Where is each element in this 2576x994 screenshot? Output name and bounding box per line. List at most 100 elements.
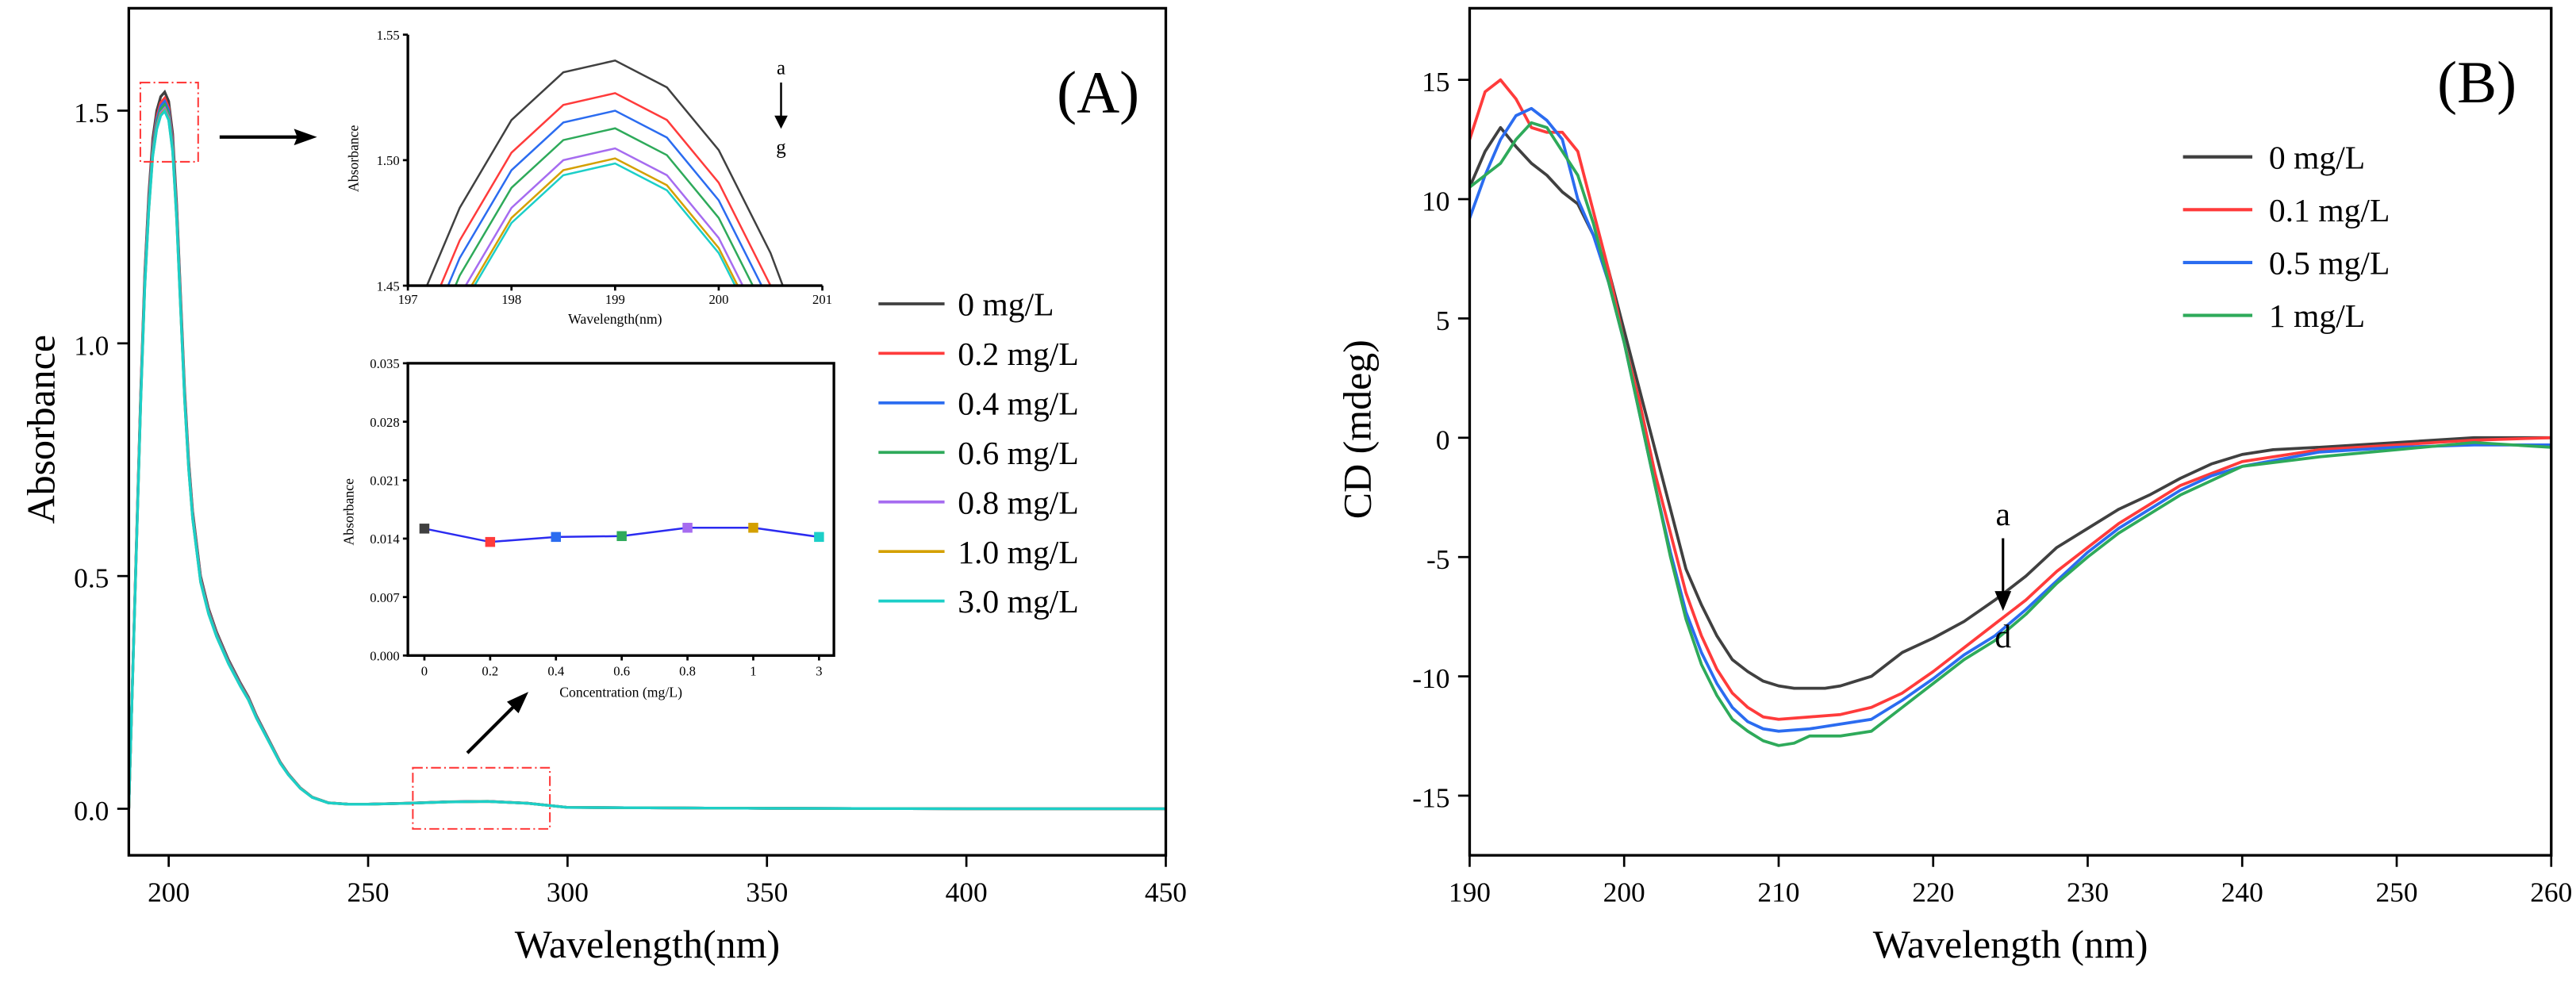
series-group xyxy=(129,89,1166,811)
inset-peak-line-5 xyxy=(470,157,739,286)
x-tick-label: 350 xyxy=(746,876,788,908)
x-tick-label: 260 xyxy=(2530,876,2572,908)
legend-label-0: 0 mg/L xyxy=(958,287,1054,324)
y-tick-label: 1.5 xyxy=(74,97,109,129)
x-tick-label: 210 xyxy=(1757,876,1799,908)
x-axis-label: Wavelength(nm) xyxy=(515,922,780,966)
inset-peak-axes xyxy=(406,34,823,287)
x-tick-label: 400 xyxy=(946,876,988,908)
x-tick-label: 230 xyxy=(2067,876,2109,908)
x-tick-label: 220 xyxy=(1912,876,1954,908)
zoom-box-peak xyxy=(139,82,199,163)
inset-peak-line-0 xyxy=(425,59,785,286)
y-tick-label: -5 xyxy=(1426,543,1449,575)
x-tick-label: 240 xyxy=(2221,876,2263,908)
y-tick-label: 5 xyxy=(1436,305,1450,336)
panel-b: 190 200 210 220 230 240 250 260 -15 -10 -5 0 5 10 15 Wa… xyxy=(1335,6,2572,966)
panel-label: (B) xyxy=(2437,50,2516,116)
x-tick-label: 300 xyxy=(547,876,589,908)
inset-conc-point-4 xyxy=(682,523,693,533)
inset-peak-line-2 xyxy=(447,109,763,286)
panel-label: (A) xyxy=(1057,60,1139,126)
inset-x-tick-label: 200 xyxy=(708,292,728,307)
annotation-start: a xyxy=(1996,497,2010,533)
legend-label-1: 0.2 mg/L xyxy=(958,336,1079,373)
inset-conc-point-1 xyxy=(485,536,496,547)
inset-x-tick-label: 0.6 xyxy=(613,663,630,678)
inset-x-tick-label: 0.2 xyxy=(482,663,498,678)
x-tick-label: 200 xyxy=(148,876,190,908)
y-tick-label: 0 xyxy=(1436,424,1450,455)
x-tick-label: 200 xyxy=(1603,876,1645,908)
inset-x-tick-label: 198 xyxy=(501,292,521,307)
arrow-head-icon xyxy=(507,692,529,714)
inset-x-tick-label: 1 xyxy=(750,663,756,678)
y-tick-label: 10 xyxy=(1422,186,1449,217)
y-axis-label: CD (mdeg) xyxy=(1335,340,1380,519)
inset-x-tick-label: 199 xyxy=(605,292,625,307)
inset-y-tick-label: 0.028 xyxy=(370,415,399,430)
legend-label-2: 0.5 mg/L xyxy=(2269,246,2390,282)
panel-a: 200 250 300 350 400 450 0.0 0.5 1.0 1.5 Wavelength… xyxy=(19,6,1187,966)
inset-y-tick-label: 0.021 xyxy=(370,474,399,489)
series-line-2 xyxy=(1469,106,2551,733)
inset-x-label: Concentration (mg/L) xyxy=(559,684,682,700)
y-tick-label: 1.0 xyxy=(74,329,109,361)
inset-conc-point-0 xyxy=(419,524,430,534)
legend-label-3: 0.6 mg/L xyxy=(958,436,1079,472)
x-tick-label: 450 xyxy=(1145,876,1187,908)
inset-y-tick-label: 0.007 xyxy=(370,590,399,605)
series-line-6 xyxy=(129,108,1166,811)
inset-conc-point-2 xyxy=(551,532,561,543)
series-group xyxy=(1469,78,2551,747)
inset-x-tick-label: 197 xyxy=(398,292,418,307)
x-tick-label: 250 xyxy=(347,876,389,908)
inset-peak-series xyxy=(425,59,785,286)
x-tick-label: 190 xyxy=(1449,876,1491,908)
inset-peak-line-1 xyxy=(440,92,772,286)
inset-x-tick-label: 0 xyxy=(421,663,428,678)
annotation-arrow-head xyxy=(1994,591,2012,612)
axes-frame-a xyxy=(127,6,1168,857)
inset-y-tick-label: 0.014 xyxy=(370,532,400,547)
annotation-end: g xyxy=(776,137,786,159)
y-tick-label: -10 xyxy=(1412,662,1449,694)
inset-y-tick-label: 1.45 xyxy=(377,278,400,294)
x-axis-label: Wavelength (nm) xyxy=(1873,922,2148,966)
x-tick-label: 250 xyxy=(2375,876,2417,908)
inset-x-tick-label: 201 xyxy=(812,292,832,307)
arrow-up-right-icon xyxy=(466,702,518,754)
axes-frame-b xyxy=(1468,6,2553,857)
inset-y-label: Absorbance xyxy=(346,125,362,192)
series-line-3 xyxy=(1469,121,2551,747)
inset-x-tick-label: 0.4 xyxy=(547,663,564,678)
inset-conc-point-3 xyxy=(616,531,627,542)
legend-label-1: 0.1 mg/L xyxy=(2269,193,2390,229)
annotation-arrow-head xyxy=(774,115,788,129)
series-line-1 xyxy=(1469,78,2551,721)
arrow-head-icon xyxy=(294,129,317,146)
inset-y-tick-label: 0.035 xyxy=(370,356,399,371)
zoom-box-baseline xyxy=(412,766,551,830)
annotation-end: d xyxy=(1994,619,2011,655)
inset-y-label: Absorbance xyxy=(340,478,356,546)
y-tick-label: 15 xyxy=(1422,66,1449,98)
inset-peak-line-4 xyxy=(464,147,744,286)
inset-conc-point-5 xyxy=(748,523,758,533)
inset-x-tick-label: 3 xyxy=(816,663,822,678)
inset-y-tick-label: 1.50 xyxy=(377,153,400,168)
inset-x-tick-label: 0.8 xyxy=(679,663,696,678)
inset-conc-point-6 xyxy=(814,532,824,543)
inset-peak-line-3 xyxy=(454,127,754,286)
annotation-start: a xyxy=(777,58,785,79)
y-tick-label: 0.0 xyxy=(74,795,109,827)
y-tick-label: -15 xyxy=(1412,782,1449,814)
legend-label-5: 1.0 mg/L xyxy=(958,535,1079,571)
inset-peak-line-6 xyxy=(473,162,737,286)
legend-label-3: 1 mg/L xyxy=(2269,298,2365,335)
y-tick-label: 0.5 xyxy=(74,562,109,594)
legend-label-6: 3.0 mg/L xyxy=(958,584,1079,620)
legend-label-0: 0 mg/L xyxy=(2269,140,2365,176)
inset-x-label: Wavelength(nm) xyxy=(568,311,662,327)
